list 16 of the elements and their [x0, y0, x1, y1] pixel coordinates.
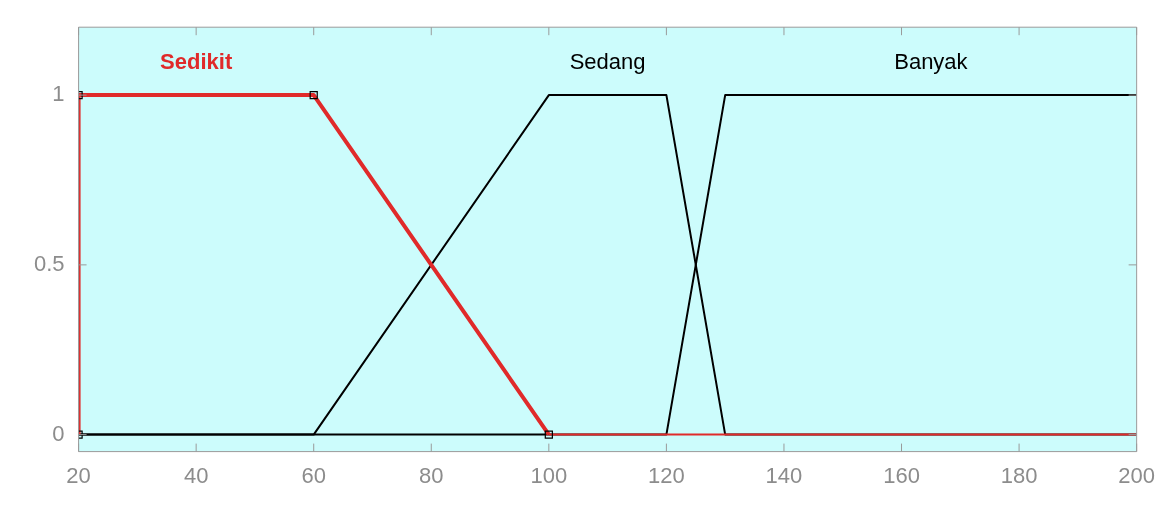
x-tick-label: 140: [765, 462, 803, 488]
x-tick-label: 120: [648, 462, 685, 488]
x-tick-label: 40: [183, 462, 209, 488]
x-tick-label: 80: [419, 462, 444, 488]
y-tick-label: 0: [52, 420, 65, 446]
x-tick-label: 200: [1118, 462, 1156, 488]
x-tick-label: 160: [883, 462, 920, 488]
x-tick-label: 20: [66, 462, 91, 488]
x-tick-label: 100: [530, 462, 568, 488]
x-tick-label: 60: [301, 462, 326, 488]
x-tick-label: 180: [1000, 462, 1038, 488]
y-tick-label: 1: [52, 81, 65, 107]
series-label: Sedang: [569, 49, 646, 75]
y-tick-label: 0.5: [33, 250, 65, 276]
series-label: Banyak: [894, 49, 969, 75]
series-label: Sedikit: [160, 49, 233, 75]
